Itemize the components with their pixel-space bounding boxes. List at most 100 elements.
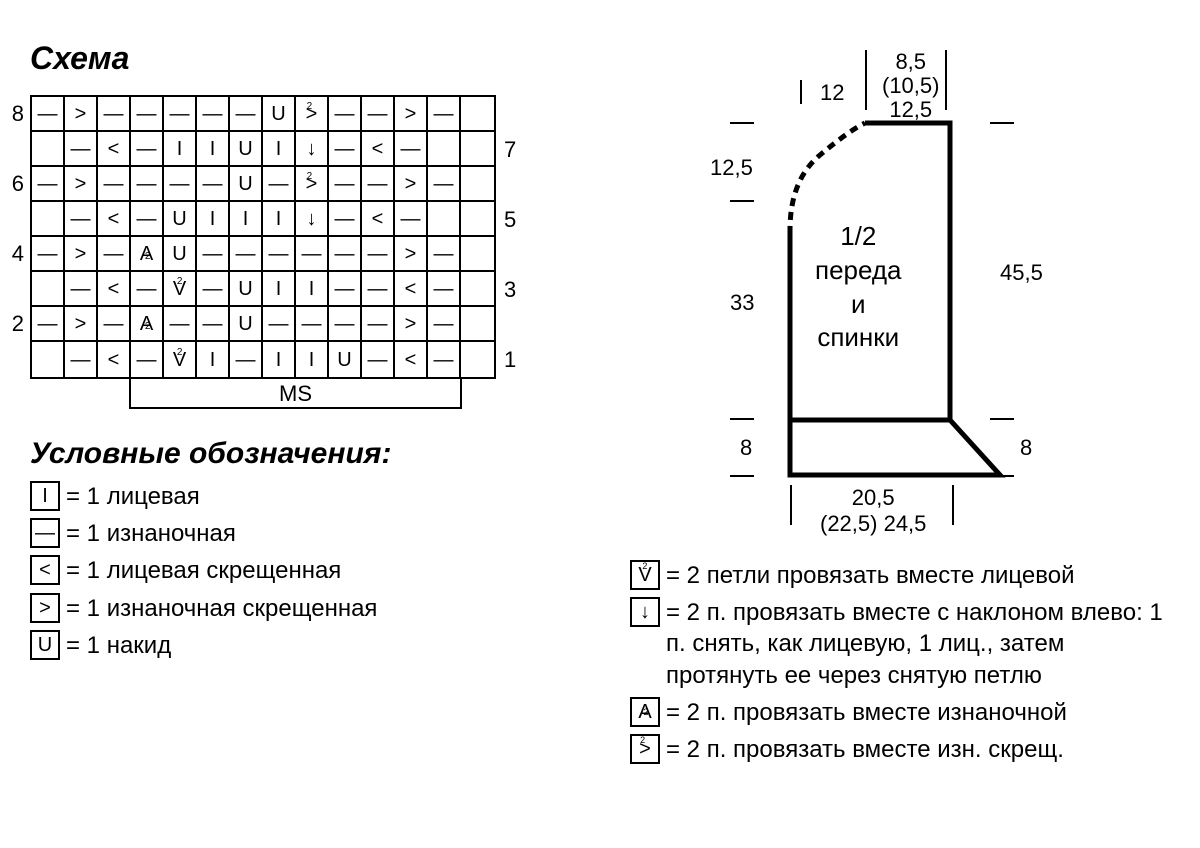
dim-bottom: 20,5 (22,5) 24,5 [820,485,926,538]
legend-text: = 2 петли провязать вместе лицевой [666,560,1074,591]
chart-cell: > [395,307,428,342]
chart-cell: — [131,342,164,377]
chart-cell: — [197,97,230,132]
legend-symbol: V2 [630,560,660,590]
chart-cell: — [428,237,461,272]
chart-cell: — [230,97,263,132]
legend-symbol: A2 [630,697,660,727]
dim-top-85: 8,5(10,5) 12,5 [882,50,939,123]
legend-symbol: ↓ [630,597,660,627]
dim-8r: 8 [1020,435,1032,461]
chart-cell: > [65,167,98,202]
legend-symbol: >2 [630,734,660,764]
chart-cell: — [263,167,296,202]
chart-cell: — [362,237,395,272]
garment-schematic: 12 8,5(10,5) 12,5 12,5 33 8 [670,40,1110,540]
chart-cell: — [98,307,131,342]
chart-cell: — [197,272,230,307]
chart-cell: — [362,97,395,132]
chart-cell: — [395,132,428,167]
legend-symbol: > [30,593,60,623]
legend-title: Условные обозначения: [30,437,570,471]
chart-cell: U [230,307,263,342]
chart-cell: — [329,167,362,202]
chart-cell: — [131,97,164,132]
chart-cell: U [164,202,197,237]
chart-cell [461,307,494,342]
chart-cell: — [263,237,296,272]
chart-cell: < [395,272,428,307]
chart-cell: — [329,132,362,167]
chart-cell: U [230,167,263,202]
chart-cell: — [164,97,197,132]
chart-cell: I [263,202,296,237]
chart-cell [32,342,65,377]
chart-cell: I [263,272,296,307]
chart-cell: < [395,342,428,377]
chart-cell: — [362,167,395,202]
chart-cell: — [32,237,65,272]
chart-cell: ↓ [296,132,329,167]
legend-symbol: < [30,555,60,585]
legend-symbol: U [30,630,60,660]
ms-label: MS [279,381,312,407]
row-num-left: 6 [2,171,24,197]
schematic-label: 1/2 переда и спинки [815,220,902,355]
chart-cell: — [428,307,461,342]
chart-cell: U [329,342,362,377]
chart-cell: — [131,167,164,202]
chart-cell: < [362,132,395,167]
legend-right: V2= 2 петли провязать вместе лицевой↓= 2… [630,560,1170,765]
legend-text: = 2 п. провязать вместе изн. скрещ. [666,734,1064,765]
chart-cell: > [65,97,98,132]
legend-item: <= 1 лицевая скрещенная [30,555,570,586]
chart-cell [32,202,65,237]
chart-cell: — [329,272,362,307]
legend-text: = 2 п. провязать вместе изнаночной [666,697,1067,728]
chart-cell: A2 [131,237,164,272]
chart-cell: — [329,97,362,132]
dim-top-12: 12 [820,80,844,106]
row-num-right: 7 [504,137,516,163]
chart-cell: — [65,272,98,307]
chart-cell [461,202,494,237]
chart-cell: — [131,202,164,237]
chart-cell: — [197,237,230,272]
chart-cell: — [65,132,98,167]
chart-cell [461,272,494,307]
row-num-left: 4 [2,241,24,267]
dim-8l: 8 [740,435,752,461]
chart-cell: < [98,202,131,237]
ms-bracket: MS [129,379,462,409]
chart-cell: V2 [164,272,197,307]
legend-text: = 1 изнаночная скрещенная [66,593,377,624]
chart-cell: >2 [296,97,329,132]
dim-33: 33 [730,290,754,316]
legend-item: A2= 2 п. провязать вместе изнаночной [630,697,1170,728]
chart-cell: > [65,237,98,272]
row-num-right: 5 [504,207,516,233]
chart-cell: I [197,342,230,377]
row-num-left: 2 [2,311,24,337]
chart-cell [461,167,494,202]
chart-cell: — [296,307,329,342]
chart-cell [32,272,65,307]
chart-cell [428,202,461,237]
chart-cell: I [197,132,230,167]
chart-cell: — [98,237,131,272]
legend-symbol: I [30,481,60,511]
legend-text: = 1 лицевая скрещенная [66,555,341,586]
chart-cell: — [197,307,230,342]
chart-cell: — [131,272,164,307]
chart-cell: > [65,307,98,342]
chart-cell: — [395,202,428,237]
chart-cell: — [329,307,362,342]
legend-item: >= 1 изнаночная скрещенная [30,593,570,624]
chart-cell: — [428,342,461,377]
chart-cell: I [263,132,296,167]
legend-item: V2= 2 петли провязать вместе лицевой [630,560,1170,591]
chart-cell: — [263,307,296,342]
chart-cell: I [164,132,197,167]
chart-cell: >2 [296,167,329,202]
legend-item: —= 1 изнаночная [30,518,570,549]
